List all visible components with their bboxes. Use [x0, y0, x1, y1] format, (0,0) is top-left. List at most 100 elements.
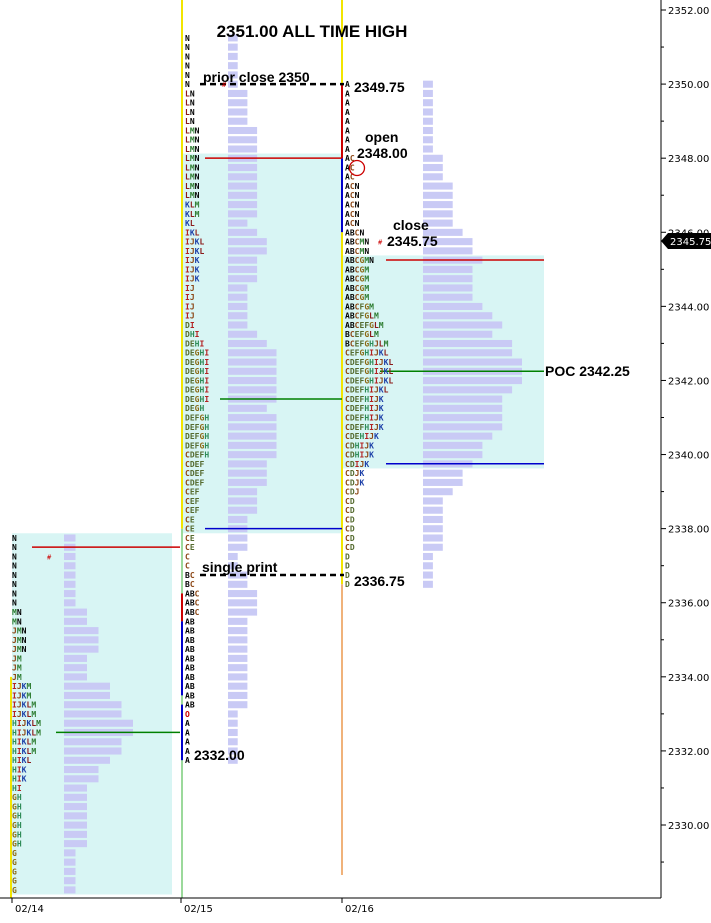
histogram-bar	[423, 117, 433, 125]
histogram-bar	[64, 608, 87, 616]
tpo-row: AB	[185, 673, 195, 682]
value-area-layer	[12, 153, 544, 895]
tpo-row: BCEFGHJLM	[345, 339, 389, 348]
tpo-row: CE	[185, 534, 195, 543]
histogram-bar	[423, 108, 433, 116]
histogram-bar	[423, 571, 433, 579]
tpo-row: ABCN	[345, 228, 364, 237]
tpo-marker: #	[47, 553, 52, 561]
tpo-row: CD	[345, 515, 355, 524]
tpo-letters-layer: NNNNNNNNMNMNJMNJMNJMNJMJMJMIJKMIJKMIJKLM…	[12, 34, 393, 895]
histogram-bar	[228, 599, 258, 607]
tpo-row: JMN	[12, 627, 27, 636]
date-tick-label: 02/15	[184, 904, 213, 915]
histogram-bar	[228, 330, 258, 338]
histogram-bar	[228, 99, 248, 107]
tpo-row: D	[345, 580, 350, 589]
tpo-row: CDEFHIJK	[345, 414, 384, 423]
tpo-row: DEGHI	[185, 349, 209, 358]
histogram-bar	[64, 775, 99, 783]
histogram-bar	[64, 599, 76, 607]
tpo-row: MN	[12, 617, 22, 626]
histogram-bar	[228, 664, 248, 672]
tpo-row: CD	[345, 543, 355, 552]
tpo-row: HIKL	[12, 756, 31, 765]
histogram-bar	[228, 275, 258, 283]
price-tick-label: 2344.00	[668, 302, 709, 313]
tpo-row: CDIJK	[345, 460, 369, 469]
price-tick-label: 2330.00	[668, 821, 709, 832]
initial-balance-layer	[10, 0, 343, 898]
histogram-bar	[228, 691, 248, 699]
tpo-row: ABCEFGLM	[345, 321, 384, 330]
histogram-bar	[228, 627, 248, 635]
tpo-row: G	[12, 886, 17, 895]
tpo-row: DEFGH	[185, 414, 209, 423]
histogram-bar	[64, 867, 76, 875]
histogram-bar	[423, 136, 433, 144]
tpo-row: IJK	[185, 256, 200, 265]
histogram-bar	[64, 654, 87, 662]
tpo-row: CDEFGHIJKL	[345, 367, 393, 376]
tpo-row: A	[185, 756, 190, 765]
histogram-bar	[423, 358, 522, 366]
histogram-bar	[228, 201, 258, 209]
histogram-bar	[228, 117, 248, 125]
histogram-bar	[423, 210, 453, 218]
histogram-bar	[423, 552, 433, 561]
tpo-row: ABCMN	[345, 247, 369, 256]
histogram-bar	[228, 451, 277, 459]
histogram-bar	[64, 580, 76, 588]
histogram-bar	[228, 608, 258, 616]
tpo-row: ABCGMN	[345, 256, 374, 265]
histogram-bar	[228, 339, 267, 348]
histogram-bar	[228, 617, 248, 625]
tpo-row: G	[12, 877, 17, 886]
histogram-bar	[64, 756, 110, 764]
tpo-row: O	[185, 710, 190, 719]
tpo-row: CDJK	[345, 478, 364, 487]
histogram-bar	[423, 580, 433, 588]
tpo-row: CDEFGHIJKL	[345, 358, 393, 367]
tpo-row: A	[345, 99, 350, 108]
tpo-row: N	[185, 52, 190, 61]
tpo-row: LMN	[185, 145, 200, 154]
tpo-row: D	[345, 552, 350, 561]
histogram-bar	[228, 136, 258, 144]
tpo-row: JM	[12, 654, 22, 663]
open-marker-circle	[348, 159, 366, 177]
histogram-bar	[423, 201, 453, 209]
tpo-row: DEGH	[185, 404, 204, 413]
histogram-bar	[423, 441, 483, 449]
tpo-row: JMN	[12, 645, 27, 654]
histogram-bar	[64, 664, 87, 672]
histogram-bar	[228, 312, 248, 320]
tpo-row: LN	[185, 117, 195, 126]
annotations-layer: 2351.00 ALL TIME HIGH prior close 2350 2…	[194, 22, 711, 763]
histogram-bar	[423, 386, 513, 394]
histogram-bar	[423, 89, 433, 97]
tpo-row: DEHI	[185, 339, 204, 348]
histogram-bar	[228, 377, 277, 385]
histogram-bar	[64, 784, 87, 792]
tpo-row: AB	[185, 682, 195, 691]
tpo-row: AB	[185, 664, 195, 673]
tpo-row: IJKL	[185, 247, 204, 256]
tpo-row: N	[185, 80, 190, 89]
tpo-row: CDEFGHIJKL	[345, 376, 393, 385]
histogram-bar	[64, 877, 76, 885]
histogram-bar	[423, 339, 513, 348]
tpo-row: CDEFH	[185, 451, 209, 460]
tpo-row: AB	[185, 701, 195, 710]
tpo-row: IJKM	[12, 682, 31, 691]
tpo-row: BC	[185, 571, 195, 580]
histogram-bar	[423, 321, 503, 329]
histogram-bar	[228, 164, 258, 172]
tpo-row: ABC	[185, 589, 200, 598]
histogram-layer	[64, 34, 522, 894]
histogram-bar	[228, 293, 248, 301]
tpo-row: G	[12, 867, 17, 876]
histogram-bar	[228, 673, 248, 681]
date-tick-label: 02/14	[15, 904, 44, 915]
